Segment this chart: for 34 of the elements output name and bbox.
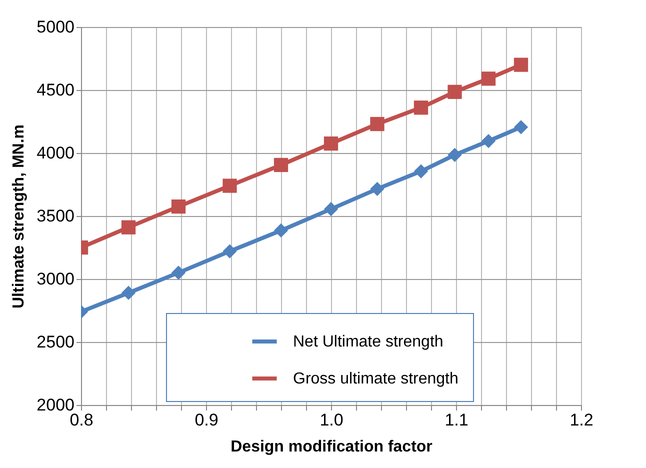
point	[414, 100, 428, 115]
y-axis-title: Ultimate strength, MN.m	[10, 124, 28, 309]
y-tick-label: 4000	[36, 144, 74, 162]
point	[448, 148, 462, 162]
point	[274, 158, 288, 172]
x-tick-label: 1.0	[320, 410, 344, 430]
y-tick-label: 3500	[36, 206, 74, 226]
point	[121, 220, 136, 234]
point	[274, 223, 288, 238]
legend-label: Gross ultimate strength	[293, 370, 458, 388]
point	[514, 58, 528, 72]
x-axis-title: Design modification factor	[230, 438, 432, 456]
x-tick-label: 1.2	[570, 410, 594, 430]
point	[324, 136, 338, 151]
point	[414, 164, 428, 178]
point	[171, 199, 186, 214]
point	[481, 72, 496, 86]
point	[514, 120, 528, 134]
y-tick-label: 5000	[36, 18, 74, 36]
legend-label: Net Ultimate strength	[293, 334, 444, 350]
y-tick-label: 2500	[36, 332, 74, 352]
point	[222, 178, 237, 193]
point	[121, 286, 136, 300]
point	[481, 134, 496, 148]
x-tick-label: 1.1	[444, 410, 468, 430]
y-tick-label: 4500	[36, 80, 74, 100]
y-tick-label: 3000	[36, 270, 74, 288]
point	[448, 84, 462, 99]
point	[324, 202, 338, 216]
x-tick-label: 0.9	[194, 410, 218, 430]
point	[370, 116, 384, 132]
point	[171, 266, 186, 280]
point	[222, 244, 237, 258]
point	[370, 182, 384, 196]
